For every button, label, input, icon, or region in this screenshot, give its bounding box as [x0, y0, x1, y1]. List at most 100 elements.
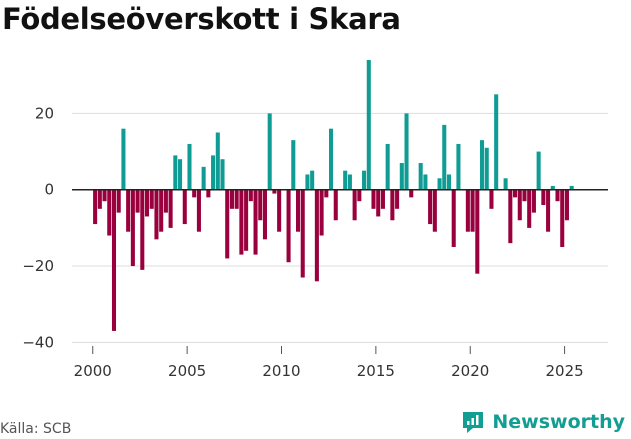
bar: [93, 189, 98, 225]
bar: [262, 189, 268, 240]
bar: [432, 189, 437, 232]
x-tick-label: 2015: [357, 362, 395, 380]
bar: [451, 189, 456, 247]
bar: [97, 189, 102, 209]
bar: [522, 189, 527, 202]
bar: [513, 189, 518, 198]
y-tick-label: −20: [22, 257, 54, 275]
bar: [560, 189, 565, 247]
bar: [343, 170, 348, 190]
newsworthy-logo-icon: [463, 412, 484, 433]
bar: [178, 159, 183, 190]
x-tick-label: 2020: [451, 362, 489, 380]
bar: [362, 170, 367, 190]
bar: [111, 189, 117, 331]
bar: [163, 189, 168, 213]
bar: [220, 159, 225, 190]
bar: [295, 189, 301, 232]
bar: [404, 113, 409, 190]
source-note: Källa: SCB: [0, 421, 72, 437]
bar: [300, 189, 305, 278]
bar: [258, 189, 263, 221]
bar: [546, 189, 551, 232]
bar: [517, 189, 522, 221]
x-tick-label: 2025: [545, 362, 583, 380]
bar: [541, 189, 546, 205]
bar: [423, 174, 428, 190]
bar: [234, 189, 239, 209]
bar: [329, 128, 334, 190]
bar: [324, 189, 329, 198]
bar: [465, 189, 470, 232]
y-axis: −40 −20 0 20: [22, 104, 54, 351]
newsworthy-logo: Newsworthy: [460, 409, 625, 435]
bar: [229, 189, 234, 209]
brand-name: Newsworthy: [492, 411, 625, 433]
chart-title: Födelseöverskott i Skara: [2, 2, 401, 36]
y-tick-label: −40: [22, 333, 54, 351]
bars: [93, 60, 574, 331]
bar: [395, 189, 400, 209]
bar: [503, 178, 508, 190]
bar: [564, 189, 569, 221]
bar: [107, 189, 112, 236]
bar: [470, 189, 475, 232]
bar: [154, 189, 159, 240]
bar: [314, 189, 319, 282]
bar: [173, 155, 178, 190]
bar: [192, 189, 197, 198]
bar: [489, 189, 494, 209]
bar: [446, 174, 452, 190]
bar: [494, 94, 499, 190]
x-tick-label: 2010: [262, 362, 300, 380]
bar: [536, 151, 541, 190]
x-axis: 2000 2005 2010 2015 2020 2025: [74, 346, 584, 380]
bar: [569, 185, 574, 190]
bar: [376, 189, 381, 217]
bar: [267, 113, 272, 190]
bar: [484, 147, 489, 190]
bar: [244, 189, 249, 251]
bar: [437, 178, 442, 190]
bar: [196, 189, 201, 232]
bar: [239, 189, 244, 255]
x-tick-label: 2000: [74, 362, 112, 380]
bar: [272, 189, 277, 194]
bar: [130, 189, 135, 267]
bar: [140, 189, 145, 270]
bar: [159, 189, 164, 232]
bar: [225, 189, 230, 259]
y-tick-label: 0: [44, 181, 54, 199]
y-tick-label: 20: [35, 104, 54, 122]
bar: [102, 189, 107, 202]
bar: [211, 155, 216, 190]
bar: [144, 189, 150, 217]
bar: [418, 163, 423, 190]
bar: [409, 189, 414, 198]
bar: [428, 189, 433, 225]
bar: [253, 189, 258, 255]
bar: [277, 189, 282, 232]
bar: [352, 189, 357, 221]
bar: [319, 189, 324, 236]
bar: [366, 60, 371, 190]
bar: [182, 189, 187, 225]
bar: [371, 189, 376, 209]
bar: [357, 189, 362, 202]
bar: [531, 189, 536, 213]
bar: [442, 124, 447, 190]
bar: [333, 189, 338, 221]
bar: [201, 166, 206, 190]
bar: [135, 189, 140, 213]
bar: [555, 189, 560, 202]
bar: [291, 140, 296, 190]
bar: [310, 170, 315, 190]
x-tick-label: 2005: [168, 362, 206, 380]
bar: [215, 132, 220, 190]
gridlines: [72, 112, 608, 343]
bar: [390, 189, 395, 221]
bar: [126, 189, 131, 232]
bar: [121, 128, 126, 190]
bar: [168, 189, 173, 228]
